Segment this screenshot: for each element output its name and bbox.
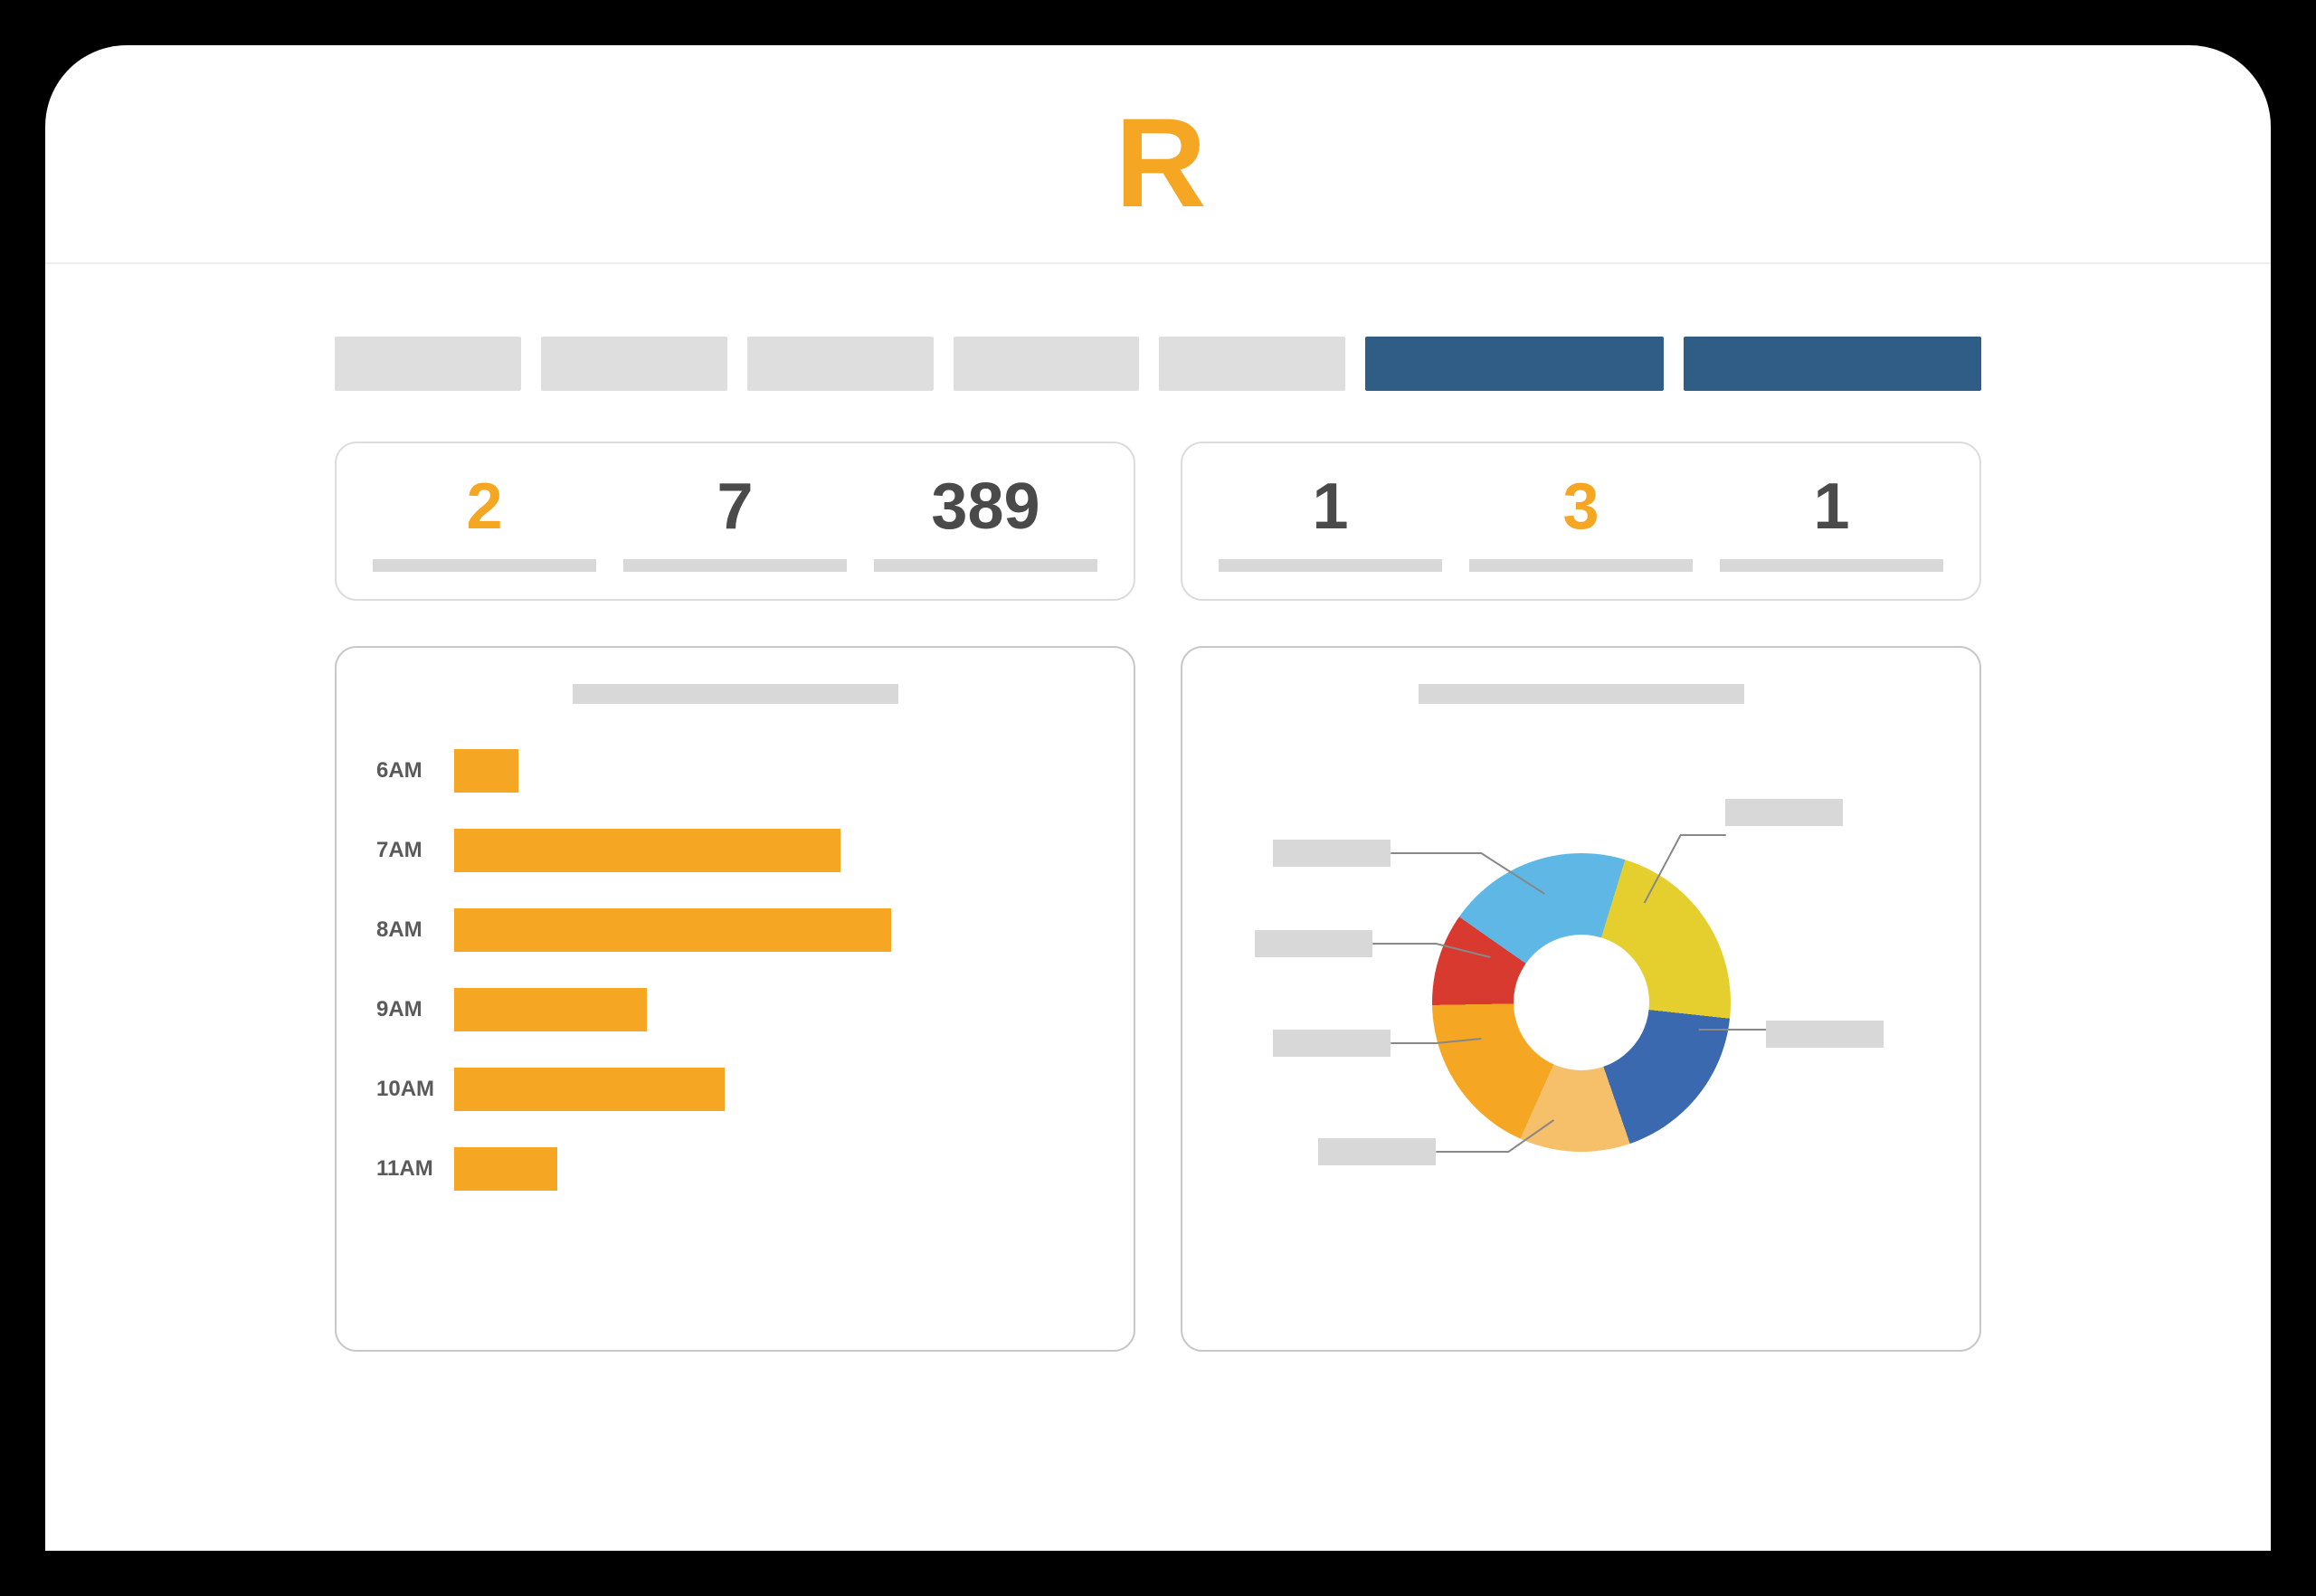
app-frame: R 2 7 389 1 3 1 6AM 7AM 8AM 9AM 10AM 11AM <box>45 45 2271 1551</box>
filter-row <box>335 337 1981 391</box>
donut-legend-placeholder <box>1766 1021 1884 1048</box>
bar-track <box>454 1147 1097 1191</box>
dashboard-content: 2 7 389 1 3 1 6AM 7AM 8AM 9AM 10AM 11AM <box>45 264 2271 1352</box>
donut-chart-title-placeholder <box>1419 684 1744 704</box>
bar-fill <box>454 1068 725 1111</box>
filter-button-3[interactable] <box>954 337 1140 391</box>
bar-row: 7AM <box>373 829 1097 872</box>
donut-legend-placeholder <box>1273 1030 1391 1057</box>
bar-row: 10AM <box>373 1068 1097 1111</box>
header: R <box>45 45 2271 264</box>
bar-label: 11AM <box>373 1156 454 1182</box>
donut-legend-placeholder <box>1318 1138 1436 1165</box>
bar-track <box>454 1068 1097 1111</box>
filter-button-1[interactable] <box>541 337 727 391</box>
stat-item: 389 <box>874 474 1097 572</box>
donut-legend-placeholder <box>1255 930 1372 957</box>
donut-chart-panel <box>1181 646 1981 1352</box>
donut-legend-placeholder <box>1273 840 1391 867</box>
bar-chart-title-placeholder <box>573 684 898 704</box>
bar-fill <box>454 829 840 872</box>
stat-card-0: 2 7 389 <box>335 442 1135 601</box>
stat-item: 7 <box>623 474 847 572</box>
bar-fill <box>454 1147 557 1191</box>
bar-chart-panel: 6AM 7AM 8AM 9AM 10AM 11AM <box>335 646 1135 1352</box>
donut-legend-placeholder <box>1725 799 1843 826</box>
stats-row: 2 7 389 1 3 1 <box>335 442 1981 601</box>
bar-fill <box>454 908 891 952</box>
bar-row: 9AM <box>373 988 1097 1031</box>
bar-row: 11AM <box>373 1147 1097 1191</box>
bar-track <box>454 988 1097 1031</box>
stat-label-placeholder <box>1720 559 1943 572</box>
bar-fill <box>454 749 518 793</box>
stat-card-1: 1 3 1 <box>1181 442 1981 601</box>
stat-value: 389 <box>931 474 1039 539</box>
stat-value: 1 <box>1312 474 1348 539</box>
stat-value: 2 <box>466 474 502 539</box>
panels-row: 6AM 7AM 8AM 9AM 10AM 11AM <box>335 646 1981 1352</box>
stat-label-placeholder <box>623 559 847 572</box>
stat-label-placeholder <box>373 559 596 572</box>
stat-item: 3 <box>1469 474 1693 572</box>
bar-track <box>454 908 1097 952</box>
filter-button-4[interactable] <box>1159 337 1345 391</box>
stat-item: 1 <box>1720 474 1943 572</box>
bar-row: 8AM <box>373 908 1097 952</box>
stat-label-placeholder <box>874 559 1097 572</box>
bar-fill <box>454 988 647 1031</box>
bar-track <box>454 829 1097 872</box>
bar-label: 7AM <box>373 838 454 863</box>
stat-item: 2 <box>373 474 596 572</box>
bar-row: 6AM <box>373 749 1097 793</box>
stat-label-placeholder <box>1469 559 1693 572</box>
filter-button-6[interactable] <box>1684 337 1981 391</box>
bar-chart: 6AM 7AM 8AM 9AM 10AM 11AM <box>373 749 1097 1191</box>
bar-label: 8AM <box>373 917 454 943</box>
filter-button-0[interactable] <box>335 337 521 391</box>
bar-label: 9AM <box>373 997 454 1022</box>
brand-logo: R <box>1115 100 1201 226</box>
bar-track <box>454 749 1097 793</box>
bar-label: 10AM <box>373 1077 454 1102</box>
stat-item: 1 <box>1219 474 1442 572</box>
stat-value: 3 <box>1562 474 1599 539</box>
donut-chart <box>1219 749 1943 1256</box>
filter-button-2[interactable] <box>747 337 934 391</box>
stat-label-placeholder <box>1219 559 1442 572</box>
stat-value: 1 <box>1813 474 1849 539</box>
bar-label: 6AM <box>373 758 454 784</box>
filter-button-5[interactable] <box>1365 337 1663 391</box>
stat-value: 7 <box>717 474 753 539</box>
